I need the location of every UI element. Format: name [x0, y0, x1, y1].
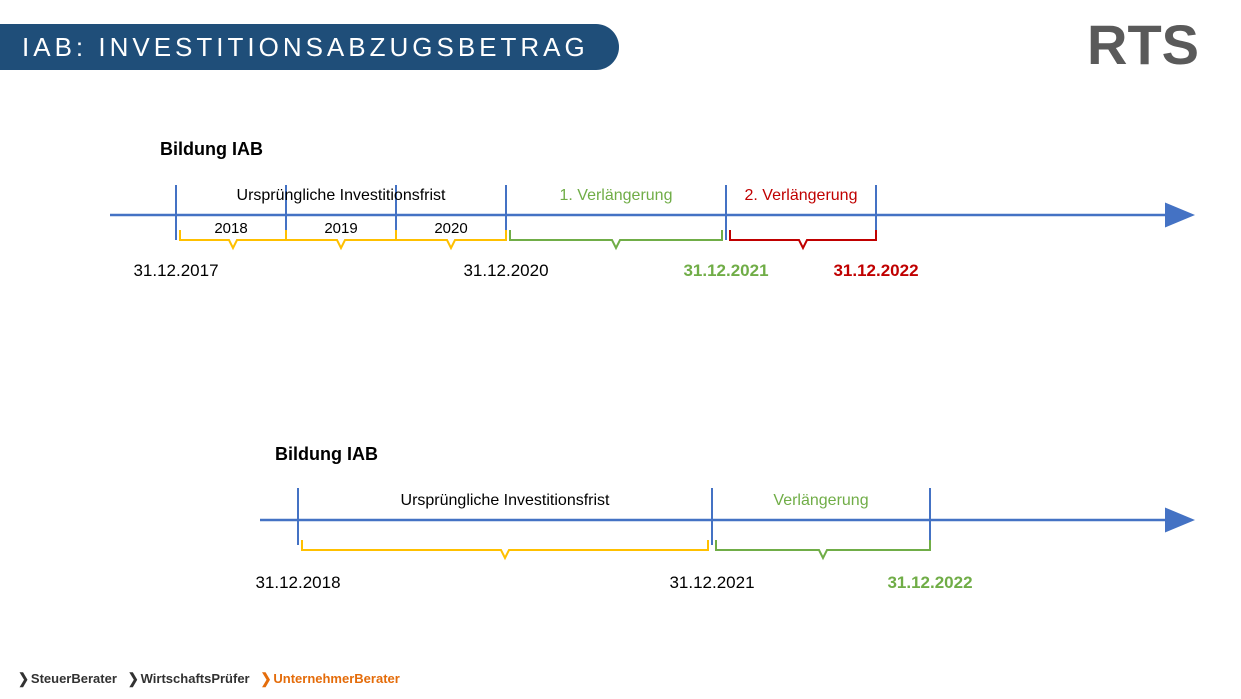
svg-text:Verlängerung: Verlängerung [773, 492, 868, 509]
svg-text:31.12.2022: 31.12.2022 [833, 261, 918, 280]
chevron-icon: ❯ [128, 670, 139, 688]
svg-text:31.12.2017: 31.12.2017 [133, 261, 218, 280]
svg-text:2018: 2018 [214, 220, 247, 237]
svg-text:Bildung IAB: Bildung IAB [160, 139, 263, 159]
svg-text:2019: 2019 [324, 220, 357, 237]
svg-text:31.12.2020: 31.12.2020 [463, 261, 548, 280]
svg-text:Ursprüngliche Investitionsfris: Ursprüngliche Investitionsfrist [401, 492, 611, 509]
svg-text:31.12.2018: 31.12.2018 [255, 573, 340, 592]
svg-text:1. Verlängerung: 1. Verlängerung [560, 187, 673, 204]
chevron-icon: ❯ [260, 670, 271, 688]
svg-text:2. Verlängerung: 2. Verlängerung [745, 187, 858, 204]
svg-text:31.12.2021: 31.12.2021 [669, 573, 754, 592]
footer: ❯SteuerBerater ❯WirtschaftsPrüfer ❯Unter… [18, 671, 400, 687]
svg-text:31.12.2021: 31.12.2021 [683, 261, 768, 280]
footer-item-3: ❯UnternehmerBerater [260, 671, 399, 686]
svg-text:31.12.2022: 31.12.2022 [887, 573, 972, 592]
svg-text:Bildung IAB: Bildung IAB [275, 444, 378, 464]
timeline-diagram: Bildung IAB 31.12.2017 31.12.2020 31.12.202… [0, 0, 1241, 699]
footer-item-2: ❯WirtschaftsPrüfer [128, 671, 250, 686]
chevron-icon: ❯ [18, 670, 29, 688]
svg-text:2020: 2020 [434, 220, 467, 237]
svg-text:Ursprüngliche Investitionsfris: Ursprüngliche Investitionsfrist [237, 187, 447, 204]
footer-item-1: ❯SteuerBerater [18, 671, 117, 686]
